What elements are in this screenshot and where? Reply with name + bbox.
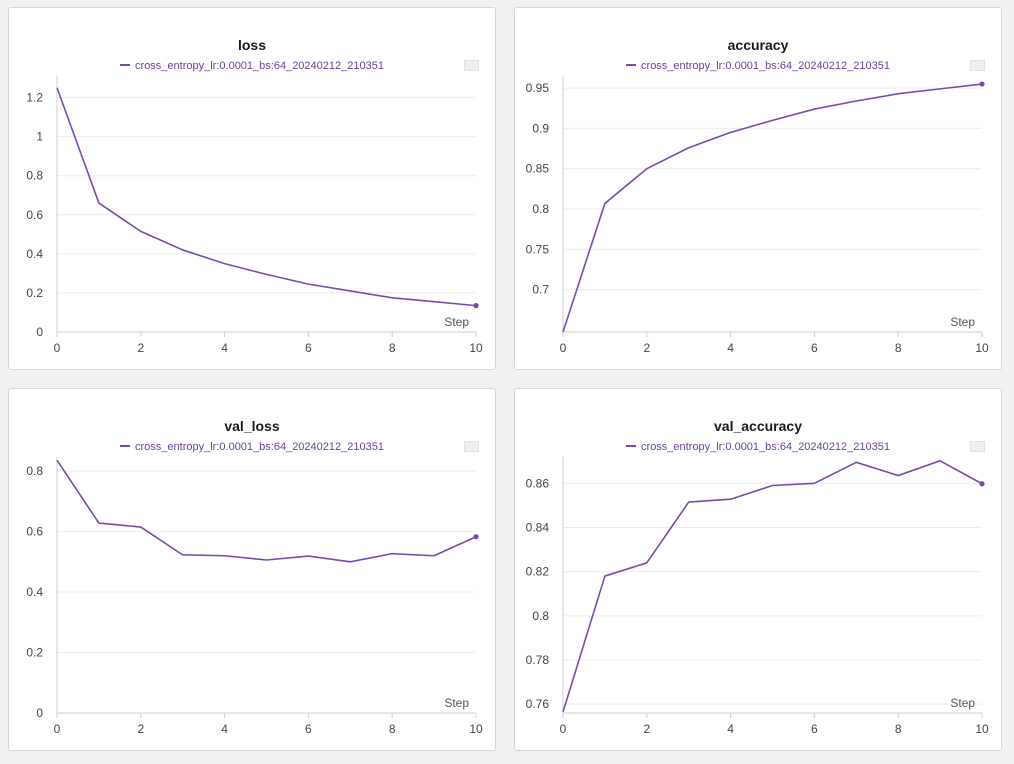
last-point-marker (473, 534, 479, 540)
chart-legend[interactable]: cross_entropy_lr:0.0001_bs:64_20240212_2… (9, 441, 495, 453)
y-tick-label: 0.95 (526, 81, 550, 95)
chart-title: loss (237, 37, 266, 53)
x-tick-label: 6 (305, 341, 312, 355)
y-tick-label: 0.82 (526, 565, 550, 579)
series-line (562, 459, 983, 713)
x-tick-label: 8 (389, 341, 396, 355)
x-tick-label: 10 (469, 341, 483, 355)
legend-label: cross_entropy_lr:0.0001_bs:64_20240212_2… (135, 60, 384, 72)
chart-panel-val-accuracy: val_accuracy cross_entropy_lr:0.0001_bs:… (514, 388, 1002, 751)
x-tick-label: 0 (560, 722, 567, 736)
panel-menu-button[interactable] (464, 60, 479, 71)
x-tick-label: 6 (811, 341, 818, 355)
y-tick-label: 0.9 (532, 121, 549, 135)
y-tick-label: 0.8 (26, 464, 43, 478)
x-tick-label: 8 (895, 722, 902, 736)
y-tick-label: 0.6 (26, 208, 43, 222)
y-tick-label: 0.8 (532, 609, 549, 623)
x-tick-label: 6 (811, 722, 818, 736)
y-tick-label: 0.86 (526, 476, 550, 490)
chart-panel-loss: loss cross_entropy_lr:0.0001_bs:64_20240… (8, 7, 496, 370)
y-tick-label: 0.2 (26, 646, 43, 660)
y-tick-label: 0.78 (526, 653, 550, 667)
x-tick-label: 0 (54, 722, 61, 736)
y-tick-label: 0.2 (26, 286, 43, 300)
x-tick-label: 0 (560, 341, 567, 355)
x-tick-label: 10 (975, 341, 989, 355)
y-tick-label: 0 (36, 706, 43, 720)
series-line (56, 87, 477, 307)
legend-swatch (626, 445, 637, 448)
x-tick-label: 2 (643, 722, 650, 736)
x-axis-title: Step (950, 315, 975, 329)
x-tick-label: 4 (727, 341, 734, 355)
chart-panel-accuracy: accuracy cross_entropy_lr:0.0001_bs:64_2… (514, 7, 1002, 370)
y-tick-label: 0.84 (526, 520, 550, 534)
x-tick-label: 4 (221, 341, 228, 355)
x-tick-label: 0 (54, 341, 61, 355)
y-tick-label: 1 (36, 130, 43, 144)
y-tick-label: 1.2 (26, 91, 43, 105)
y-tick-label: 0.4 (26, 247, 43, 261)
last-point-marker (473, 303, 479, 309)
y-tick-label: 0.76 (526, 697, 550, 711)
y-tick-label: 0.4 (26, 585, 43, 599)
x-tick-label: 2 (137, 341, 144, 355)
chart-legend[interactable]: cross_entropy_lr:0.0001_bs:64_20240212_2… (9, 60, 495, 72)
x-tick-label: 4 (221, 722, 228, 736)
x-axis-title: Step (444, 315, 469, 329)
chart-panel-val-loss: val_loss cross_entropy_lr:0.0001_bs:64_2… (8, 388, 496, 751)
panel-menu-button[interactable] (970, 441, 985, 452)
last-point-marker (979, 81, 985, 87)
panel-menu-button[interactable] (970, 60, 985, 71)
x-tick-label: 6 (305, 722, 312, 736)
x-tick-label: 4 (727, 722, 734, 736)
x-tick-label: 8 (895, 341, 902, 355)
series-line (562, 83, 983, 333)
x-tick-label: 2 (137, 722, 144, 736)
y-tick-label: 0.85 (526, 162, 550, 176)
legend-swatch (120, 64, 131, 67)
x-tick-label: 10 (975, 722, 989, 736)
legend-swatch (626, 64, 637, 67)
x-axis-title: Step (444, 696, 469, 710)
y-tick-label: 0.6 (26, 525, 43, 539)
chart-legend[interactable]: cross_entropy_lr:0.0001_bs:64_20240212_2… (515, 60, 1001, 72)
chart-title: val_loss (224, 418, 280, 434)
legend-label: cross_entropy_lr:0.0001_bs:64_20240212_2… (641, 60, 890, 72)
chart-title: val_accuracy (714, 418, 802, 434)
x-axis-title: Step (950, 696, 975, 710)
legend-label: cross_entropy_lr:0.0001_bs:64_20240212_2… (135, 441, 384, 453)
x-tick-label: 2 (643, 341, 650, 355)
chart-legend[interactable]: cross_entropy_lr:0.0001_bs:64_20240212_2… (515, 441, 1001, 453)
x-tick-label: 10 (469, 722, 483, 736)
y-tick-label: 0.8 (26, 169, 43, 183)
legend-swatch (120, 445, 131, 448)
legend-label: cross_entropy_lr:0.0001_bs:64_20240212_2… (641, 441, 890, 453)
series-line (56, 459, 477, 563)
y-tick-label: 0 (36, 325, 43, 339)
last-point-marker (979, 481, 985, 487)
panel-menu-button[interactable] (464, 441, 479, 452)
chart-title: accuracy (727, 37, 789, 53)
y-tick-label: 0.8 (532, 202, 549, 216)
x-tick-label: 8 (389, 722, 396, 736)
y-tick-label: 0.7 (532, 283, 549, 297)
y-tick-label: 0.75 (526, 242, 550, 256)
